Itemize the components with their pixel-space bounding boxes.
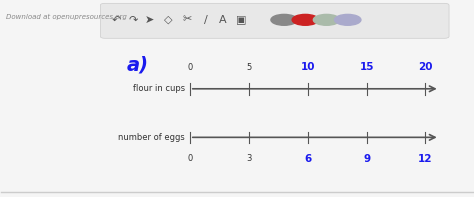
Text: a): a) bbox=[127, 56, 149, 75]
Text: ✂: ✂ bbox=[183, 15, 192, 25]
Text: 5: 5 bbox=[246, 63, 251, 72]
Text: 0: 0 bbox=[187, 63, 192, 72]
Text: 9: 9 bbox=[363, 154, 370, 164]
Text: A: A bbox=[219, 15, 227, 25]
Text: 15: 15 bbox=[359, 62, 374, 72]
Circle shape bbox=[271, 14, 297, 25]
Text: number of eggs: number of eggs bbox=[118, 133, 185, 142]
Text: ↶: ↶ bbox=[112, 15, 121, 25]
Text: ▣: ▣ bbox=[237, 15, 247, 25]
Circle shape bbox=[335, 14, 361, 25]
Text: ◇: ◇ bbox=[164, 15, 173, 25]
Text: Download at openupresources.org: Download at openupresources.org bbox=[6, 14, 127, 20]
FancyBboxPatch shape bbox=[100, 3, 449, 38]
Text: 3: 3 bbox=[246, 154, 252, 163]
Text: ➤: ➤ bbox=[145, 15, 155, 25]
Circle shape bbox=[313, 14, 340, 25]
Text: ↷: ↷ bbox=[128, 15, 138, 25]
Text: 20: 20 bbox=[418, 62, 433, 72]
Text: 12: 12 bbox=[418, 154, 433, 164]
Circle shape bbox=[292, 14, 319, 25]
Text: 6: 6 bbox=[304, 154, 311, 164]
Text: ∕: ∕ bbox=[204, 15, 208, 25]
Text: 0: 0 bbox=[187, 154, 192, 163]
Text: 10: 10 bbox=[301, 62, 315, 72]
Text: flour in cups: flour in cups bbox=[133, 84, 185, 93]
